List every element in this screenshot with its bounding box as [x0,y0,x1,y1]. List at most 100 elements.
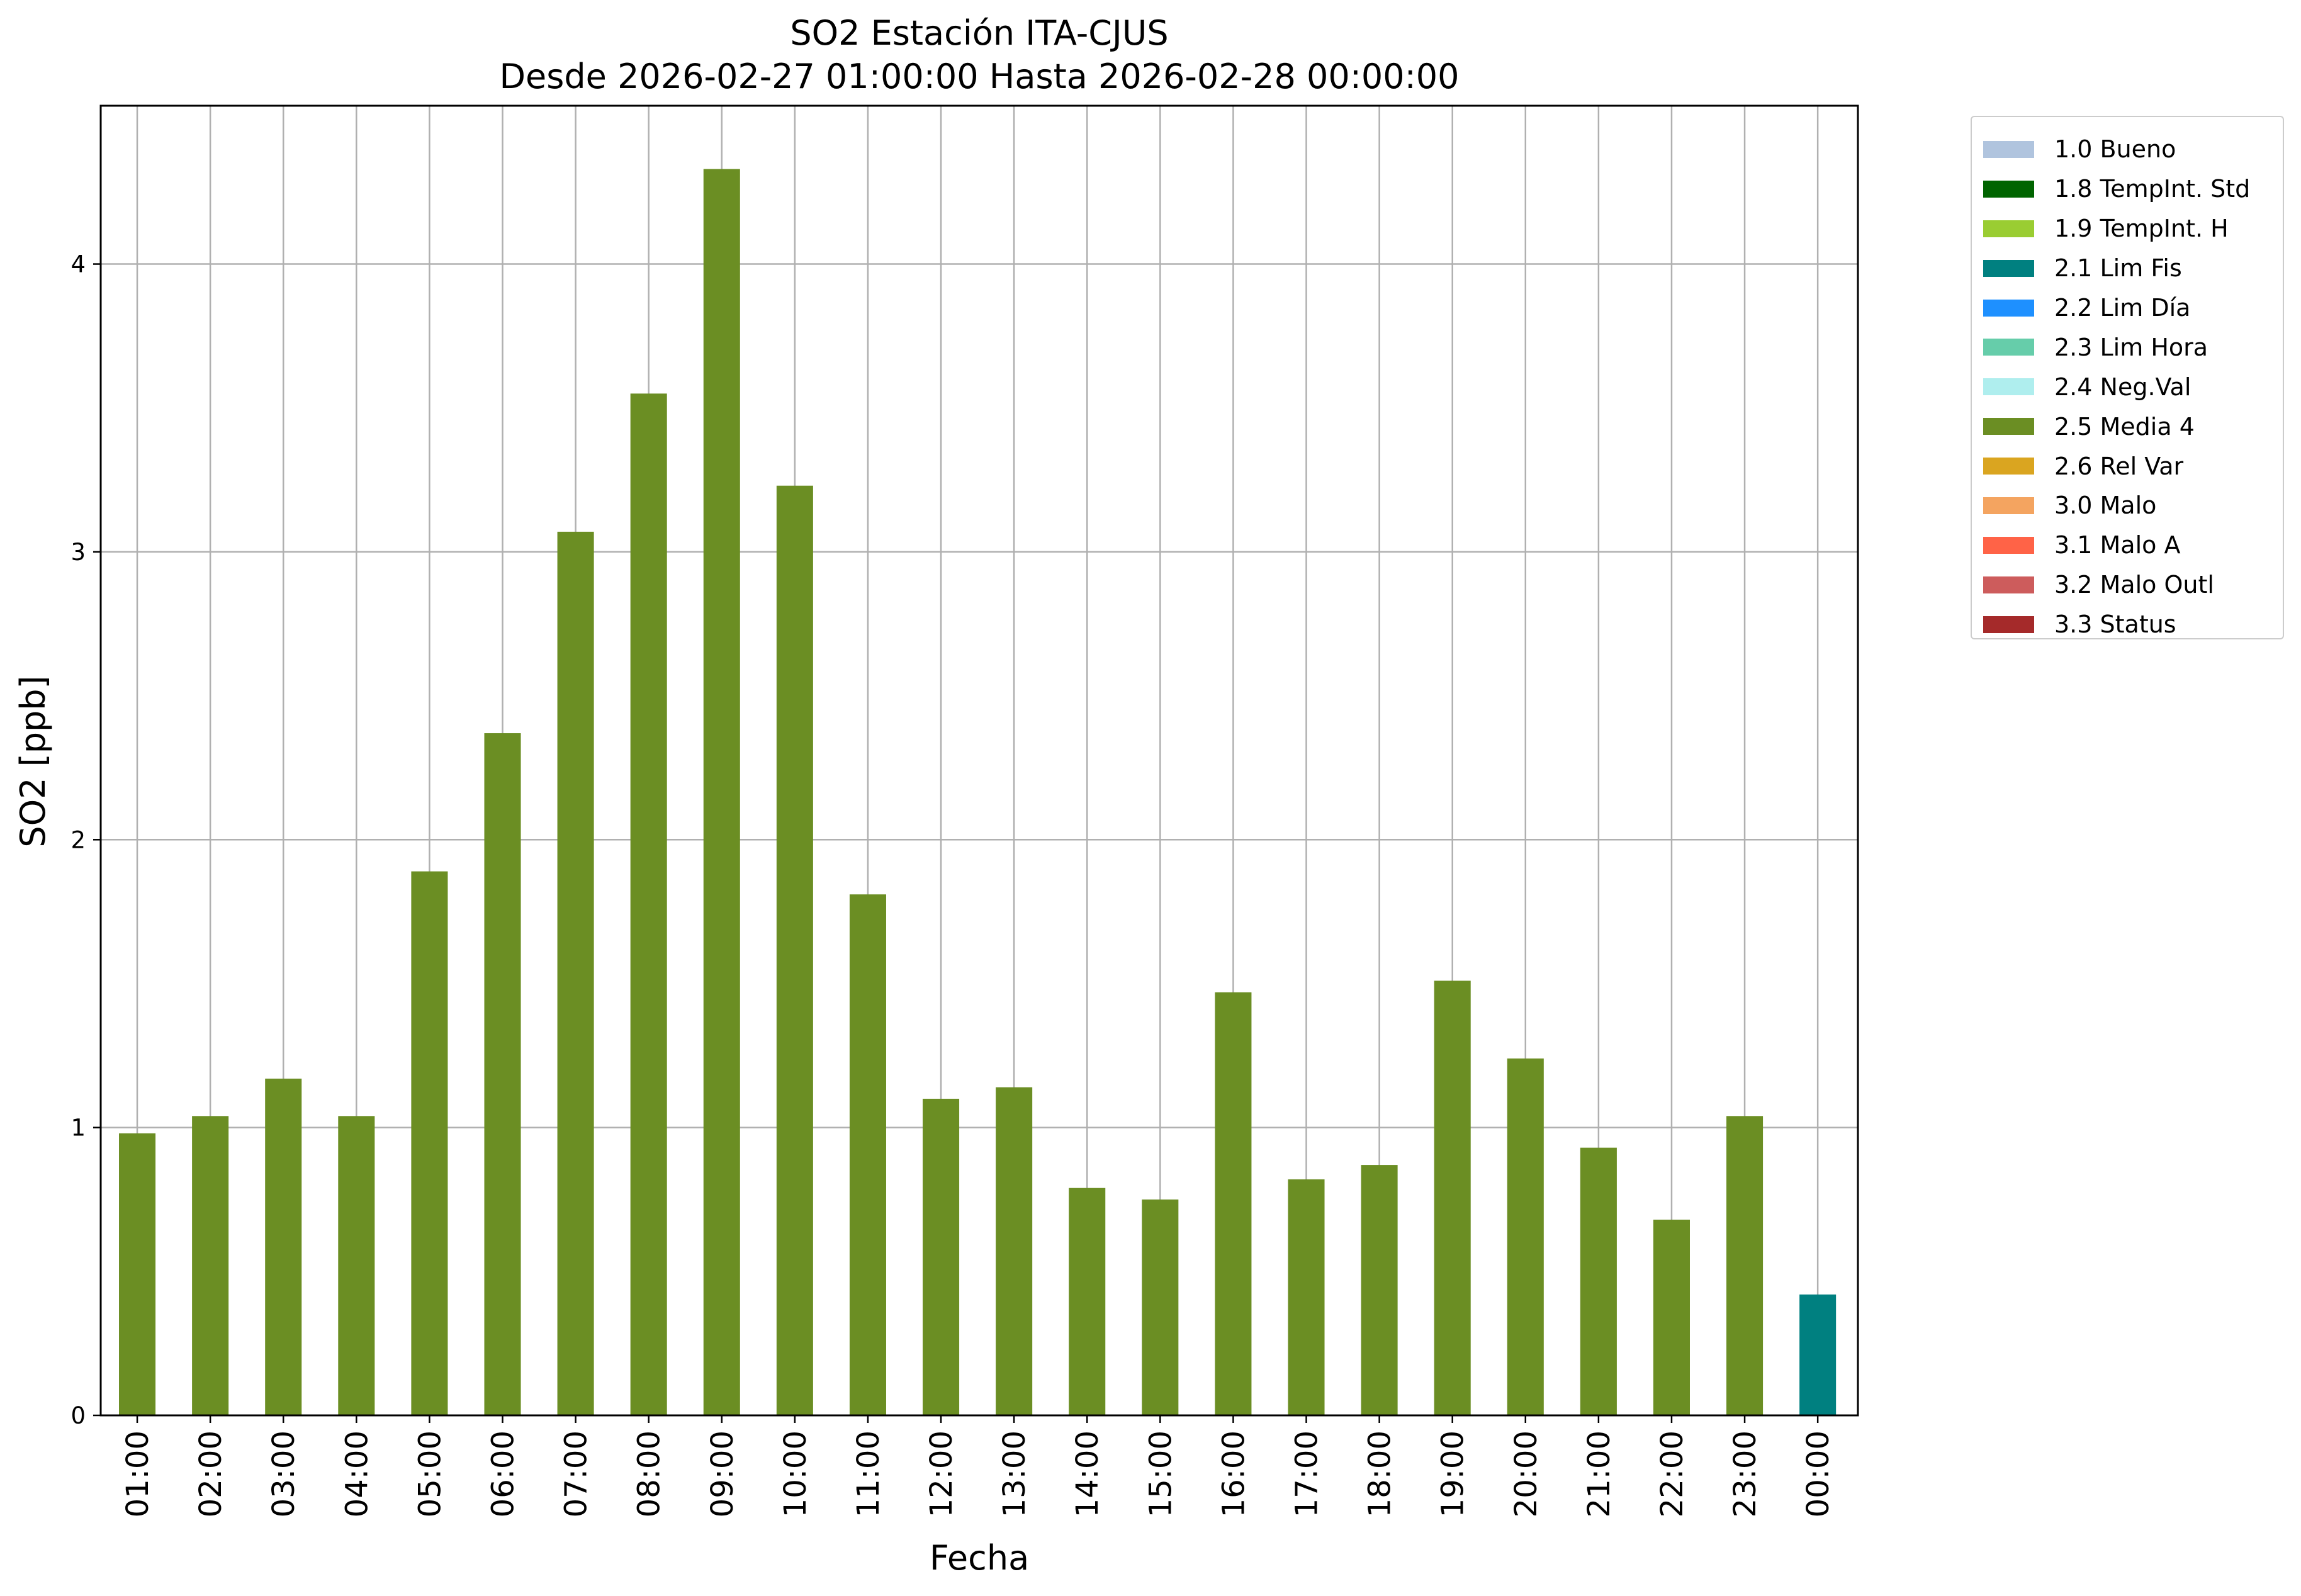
chart-subtitle: Desde 2026-02-27 01:00:00 Hasta 2026-02-… [499,57,1459,96]
plot-frame [99,104,1859,1417]
legend-swatch [1983,140,2034,158]
legend-swatch [1983,536,2034,554]
x-tick-label: 07:00 [559,1430,594,1517]
bar-1400 [1069,1188,1106,1415]
legend-item: 2.1 Lim Fis [1972,249,2283,288]
legend-swatch [1983,299,2034,317]
bar-2100 [1580,1147,1617,1415]
x-tick-label: 04:00 [339,1430,374,1517]
x-axis: 01:00 02:00 03:00 04:00 05:00 06:00 07:00 08:00… [120,1415,1836,1517]
x-tick-label: 23:00 [1728,1430,1763,1517]
legend-item: 2.4 Neg.Val [1972,367,2283,407]
legend-label: 2.2 Lim Día [2054,294,2191,322]
x-tick-label: 13:00 [997,1430,1032,1517]
bar-1200 [923,1098,960,1415]
x-tick-label: 19:00 [1436,1430,1471,1517]
legend-label: 3.0 Malo [2054,492,2157,520]
x-tick-label: 02:00 [193,1430,228,1517]
bar-1500 [1142,1199,1179,1415]
x-tick-label: 21:00 [1582,1430,1617,1517]
bar-0400 [338,1116,375,1415]
legend-label: 1.9 TempInt. H [2054,215,2229,243]
y-tick-label: 0 [70,1402,86,1429]
bar-2300 [1726,1116,1764,1415]
bar-0300 [265,1078,302,1415]
legend-item: 3.2 Malo Outl [1972,565,2283,605]
legend-label: 2.1 Lim Fis [2054,254,2182,283]
y-tick-label: 1 [70,1115,86,1142]
y-tick-label: 3 [70,539,86,566]
x-tick-label: 15:00 [1143,1430,1178,1517]
x-tick-label: 12:00 [924,1430,959,1517]
legend-item: 2.5 Media 4 [1972,407,2283,446]
x-tick-label: 20:00 [1509,1430,1544,1517]
legend-swatch [1983,339,2034,356]
bar-0100 [119,1133,156,1415]
legend-item: 3.0 Malo [1972,486,2283,525]
x-tick-label: 06:00 [486,1430,521,1517]
x-tick-label: 17:00 [1290,1430,1325,1517]
x-tick-label: 00:00 [1801,1430,1836,1517]
bar-0500 [411,871,448,1415]
bar-2000 [1507,1058,1544,1415]
legend-label: 3.2 Malo Outl [2054,571,2214,599]
legend-swatch [1983,259,2034,277]
bar-0800 [630,393,667,1416]
legend-swatch [1983,576,2034,593]
bar-0900 [703,169,740,1416]
legend-item: 2.2 Lim Día [1972,288,2283,328]
y-axis-label: SO2 [ppb] [13,675,53,847]
legend-swatch [1983,220,2034,237]
bar-2200 [1653,1219,1690,1415]
y-tick-label: 4 [70,251,86,278]
bar-1600 [1215,992,1252,1415]
bar-1700 [1288,1179,1325,1415]
legend-label: 2.6 Rel Var [2054,452,2184,480]
bar-1900 [1434,981,1471,1415]
chart-title: SO2 Estación ITA-CJUS [790,13,1168,53]
legend-item: 2.3 Lim Hora [1972,327,2283,367]
x-tick-label: 22:00 [1655,1430,1690,1517]
x-tick-label: 16:00 [1216,1430,1251,1517]
legend-item: 3.3 Status [1972,605,2283,644]
legend-swatch [1983,615,2034,633]
bars [119,169,1837,1416]
legend-item: 3.1 Malo A [1972,525,2283,565]
legend-label: 2.4 Neg.Val [2054,373,2191,401]
legend-label: 2.3 Lim Hora [2054,333,2208,361]
legend-swatch [1983,458,2034,475]
x-axis-label: Fecha [930,1538,1029,1578]
legend-item: 1.0 Bueno [1972,130,2283,169]
x-tick-label: 01:00 [120,1430,155,1517]
legend-label: 3.3 Status [2054,610,2176,639]
bar-0000 [1799,1294,1837,1415]
x-tick-label: 18:00 [1363,1430,1398,1517]
x-tick-label: 10:00 [778,1430,813,1517]
x-tick-label: 09:00 [705,1430,740,1517]
legend-label: 1.8 TempInt. Std [2054,175,2251,203]
legend: 1.0 Bueno 1.8 TempInt. Std 1.9 TempInt. H 2… [1971,116,2284,639]
bar-0700 [557,531,594,1415]
legend-label: 2.5 Media 4 [2054,412,2195,441]
legend-swatch [1983,418,2034,436]
bar-0600 [484,733,521,1415]
legend-label: 1.0 Bueno [2054,135,2176,164]
legend-swatch [1983,378,2034,396]
y-axis: 0 1 2 3 4 [70,251,101,1429]
bar-1300 [996,1087,1033,1415]
legend-item: 2.6 Rel Var [1972,446,2283,486]
legend-swatch [1983,497,2034,514]
bar-1000 [776,485,813,1415]
x-tick-label: 03:00 [266,1430,301,1517]
y-tick-label: 2 [70,826,86,853]
x-tick-label: 08:00 [632,1430,667,1517]
x-tick-label: 05:00 [412,1430,447,1517]
bar-1100 [849,894,886,1415]
bar-1800 [1361,1165,1398,1415]
legend-label: 3.1 Malo A [2054,531,2181,559]
x-tick-label: 11:00 [851,1430,886,1517]
legend-item: 1.8 TempInt. Std [1972,169,2283,209]
x-tick-label: 14:00 [1070,1430,1105,1517]
legend-swatch [1983,180,2034,198]
